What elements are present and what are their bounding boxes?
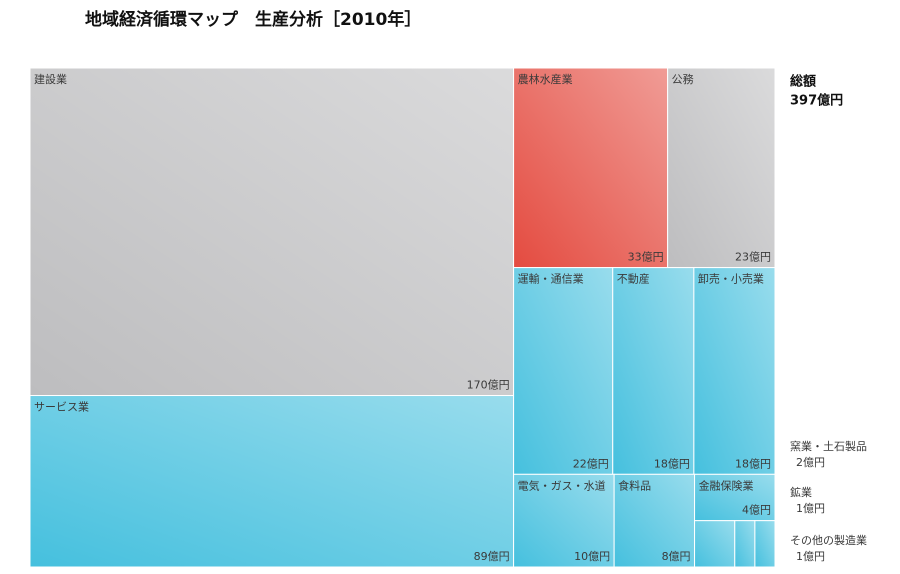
tile-value: 18億円	[654, 457, 690, 470]
tile-shade	[693, 267, 775, 475]
total-label: 総額	[790, 74, 816, 90]
tile-value: 33億円	[628, 251, 664, 264]
tile-shade	[694, 520, 735, 567]
tile-value: 8億円	[662, 550, 691, 563]
tile-name: 卸売・小売業	[698, 272, 764, 286]
total-value: 397億円	[790, 93, 843, 109]
tile-shade	[667, 68, 775, 268]
tile-name: 運輸・通信業	[518, 272, 584, 286]
outside-name: 鉱業	[790, 485, 812, 499]
tile-shade	[754, 520, 775, 567]
tile-shade	[734, 520, 755, 567]
tile-name: 建設業	[34, 72, 67, 86]
tile-name: 食料品	[618, 478, 651, 492]
tile-shade	[612, 267, 694, 475]
tile-shade	[694, 474, 775, 521]
tile-shade	[513, 474, 615, 567]
tile-name: 農林水産業	[518, 72, 573, 86]
tile-shade	[513, 267, 613, 475]
outside-value: 1億円	[796, 550, 825, 563]
tile-name: サービス業	[34, 401, 89, 414]
outside-value: 1億円	[796, 502, 825, 515]
tile-value: 89億円	[474, 550, 510, 563]
tile-shade	[513, 68, 668, 268]
tile-name: 不動産	[617, 272, 650, 286]
chart-title: 地域経済循環マップ 生産分析［2010年］	[85, 9, 421, 30]
tile-value: 10億円	[574, 550, 610, 563]
outside-name: その他の製造業	[790, 533, 867, 547]
tile-value: 23億円	[735, 251, 771, 264]
tile-value: 18億円	[735, 457, 771, 470]
outside-name: 窯業・土石製品	[790, 439, 867, 453]
tile-name: 金融保険業	[699, 478, 754, 492]
tile-name: 電気・ガス・水道	[518, 478, 606, 492]
tile-value: 170億円	[467, 379, 510, 392]
tile-value: 4億円	[742, 504, 771, 517]
tile-name: 公務	[672, 72, 694, 86]
tile-shade	[30, 395, 514, 567]
tile-shade	[614, 474, 695, 567]
tile-value: 22億円	[573, 457, 609, 470]
tile-shade	[30, 68, 514, 396]
outside-value: 2億円	[796, 456, 825, 469]
